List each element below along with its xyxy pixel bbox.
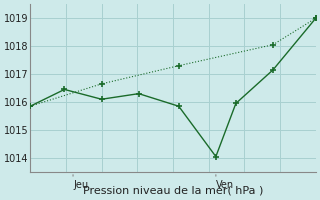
Text: Jeu: Jeu xyxy=(73,180,88,190)
X-axis label: Pression niveau de la mer( hPa ): Pression niveau de la mer( hPa ) xyxy=(83,186,263,196)
Text: Ven: Ven xyxy=(216,180,234,190)
